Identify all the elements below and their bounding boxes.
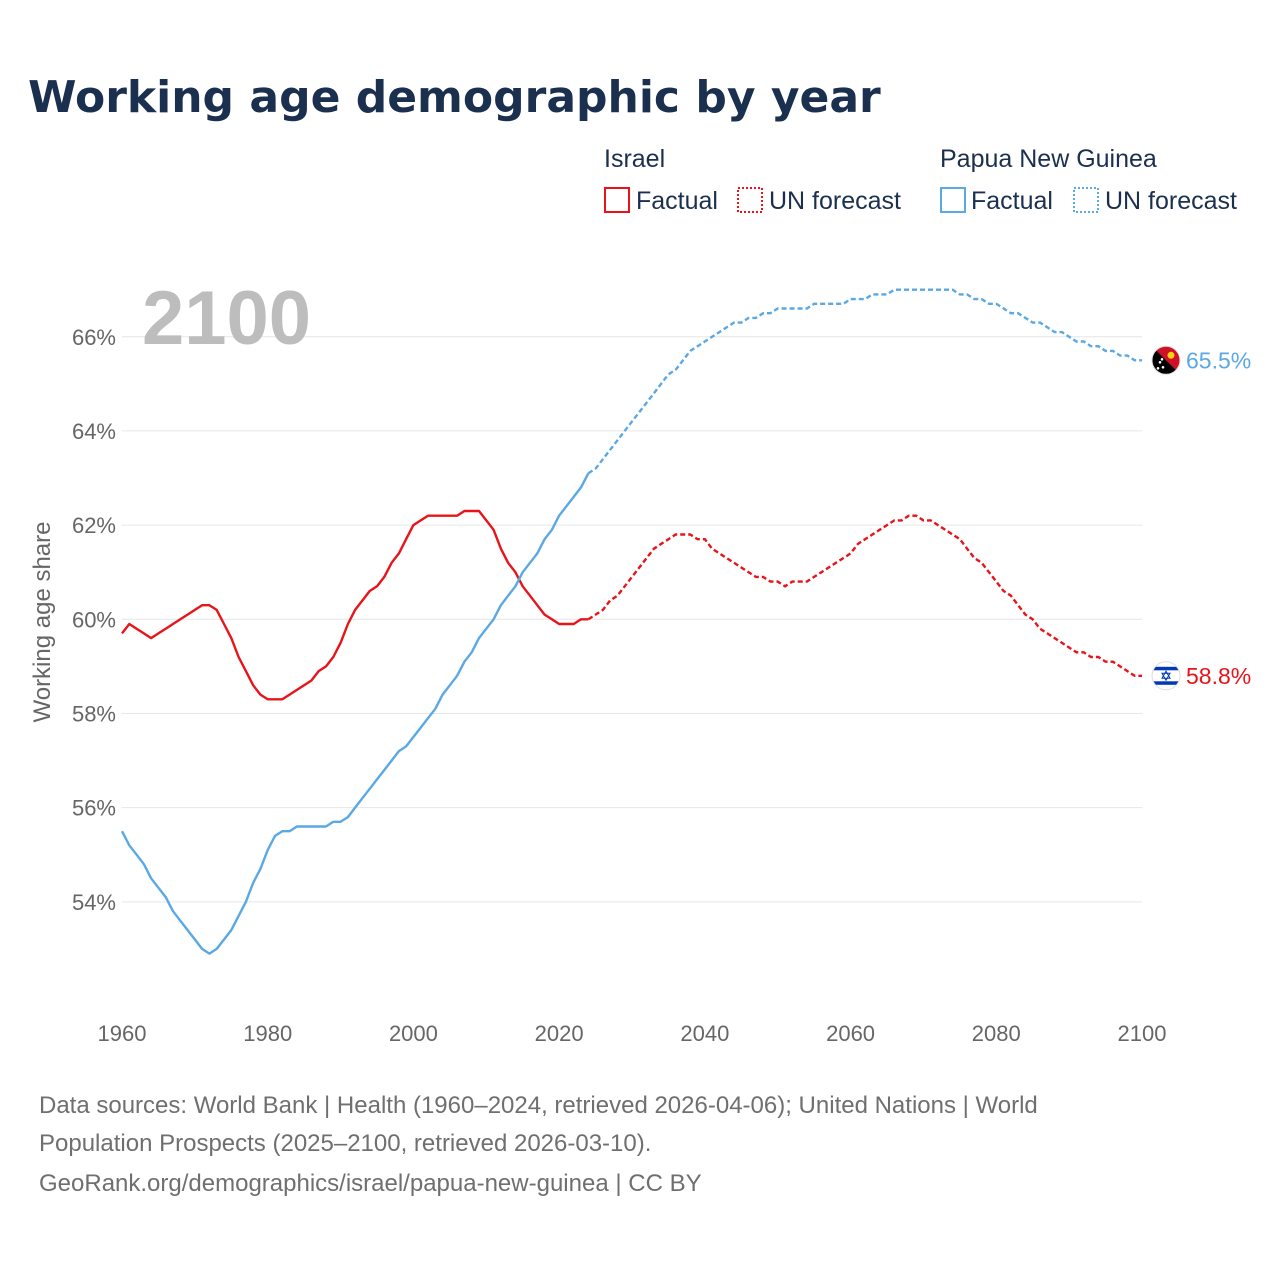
year-label: 2100: [142, 276, 311, 361]
chart-title: Working age demographic by year: [28, 72, 881, 123]
legend: Israel Factual UN forecast Papua New Gui…: [604, 145, 1237, 215]
footer-sources-line-1: Data sources: World Bank | Health (1960–…: [39, 1092, 1038, 1119]
footer-sources-line-2: Population Prospects (2025–2100, retriev…: [39, 1130, 651, 1157]
legend-israel-forecast-label: UN forecast: [769, 187, 901, 215]
legend-png-forecast-label: UN forecast: [1105, 187, 1237, 215]
israel-factual-line: [121, 509, 589, 701]
x-tick-label: 2000: [389, 1021, 438, 1046]
y-tick-label: 58%: [72, 701, 116, 726]
papua-new-guinea-flag-icon: [1151, 345, 1181, 375]
x-tick-label: 2060: [826, 1021, 875, 1046]
legend-png-factual-label: Factual: [971, 187, 1053, 215]
png-forecast-line: [587, 288, 1142, 475]
israel-flag-icon: [1151, 661, 1181, 691]
y-tick-label: 66%: [72, 325, 116, 350]
y-tick-label: 54%: [72, 890, 116, 915]
footer-attribution-link[interactable]: GeoRank.org/demographics/israel/papua-ne…: [39, 1170, 702, 1197]
x-tick-label: 2080: [972, 1021, 1021, 1046]
legend-israel-factual-label: Factual: [636, 187, 718, 215]
legend-png-factual-swatch: [940, 187, 966, 213]
legend-israel-factual-swatch: [604, 187, 630, 213]
x-axis-ticks: 1960 1980 2000 2020 2040 2060 2080 2100: [98, 1021, 1167, 1046]
legend-png-title: Papua New Guinea: [940, 145, 1157, 173]
y-tick-label: 56%: [72, 796, 116, 821]
legend-png-forecast-swatch: [1073, 187, 1099, 213]
png-factual-line: [120, 472, 590, 955]
series-layer: [120, 288, 1142, 955]
israel-end-value-label: 58.8%: [1186, 663, 1251, 689]
grid-lines: [122, 336, 1142, 903]
x-tick-label: 2100: [1118, 1021, 1167, 1046]
legend-israel-forecast-swatch: [737, 187, 763, 213]
x-tick-label: 2040: [680, 1021, 729, 1046]
y-tick-label: 62%: [72, 513, 116, 538]
y-tick-label: 64%: [72, 419, 116, 444]
x-tick-label: 1980: [243, 1021, 292, 1046]
x-tick-label: 1960: [98, 1021, 147, 1046]
y-axis-label: Working age share: [29, 522, 56, 723]
y-tick-label: 60%: [72, 607, 116, 632]
x-tick-label: 2020: [535, 1021, 584, 1046]
png-end-value-label: 65.5%: [1186, 347, 1251, 373]
y-axis-ticks: 54% 56% 58% 60% 62% 64% 66%: [72, 325, 116, 915]
israel-forecast-line: [587, 514, 1142, 677]
legend-israel-title: Israel: [604, 145, 665, 173]
